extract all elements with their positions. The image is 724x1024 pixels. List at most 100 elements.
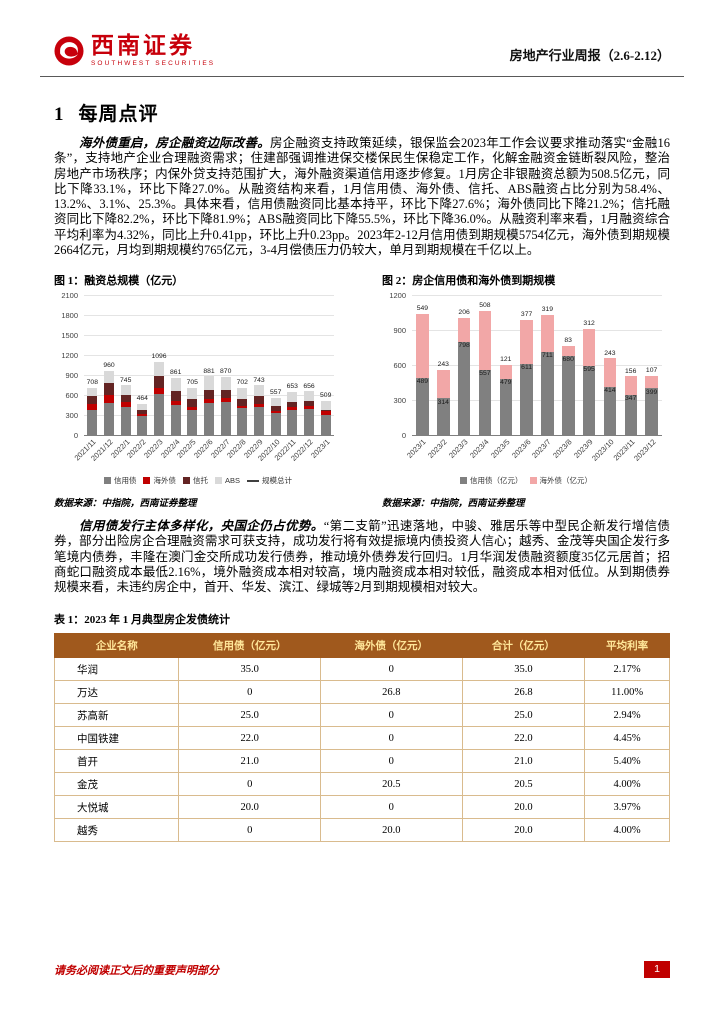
bar-segment xyxy=(104,371,114,383)
legend-swatch xyxy=(460,477,467,484)
bar-segment xyxy=(187,399,198,407)
y-axis-label: 1500 xyxy=(61,330,78,340)
chart-financing-total: 图 1：融资总规模（亿元） 708 960 745 464 1096 861 705 881 8… xyxy=(54,272,342,509)
brand-text: 西南证券 SOUTHWEST SECURITIES xyxy=(91,34,215,67)
bar-segment xyxy=(220,377,231,391)
bar-value-label: 243 xyxy=(604,349,616,357)
legend-item: 海外债 xyxy=(143,475,176,486)
bar-total-label: 464 xyxy=(136,395,148,403)
bar-segment xyxy=(645,388,658,435)
bar-segment xyxy=(137,414,148,417)
y-axis-label: 600 xyxy=(65,390,78,400)
brand-name-en: SOUTHWEST SECURITIES xyxy=(91,60,216,67)
bar-total-label: 1096 xyxy=(151,353,167,361)
gridline xyxy=(84,375,334,376)
value-cell: 20.0 xyxy=(461,795,586,820)
company-name-cell: 大悦城 xyxy=(53,795,180,820)
bar-value-label: 595 xyxy=(583,365,595,373)
y-axis-label: 1200 xyxy=(389,290,406,300)
bar-value-label: 319 xyxy=(541,306,554,314)
value-cell: 0 xyxy=(320,726,463,751)
bar-segment xyxy=(320,409,331,411)
bar-segment xyxy=(416,378,429,435)
bar-segment xyxy=(320,415,331,435)
bar-value-label: 489 xyxy=(416,378,429,386)
chart-maturity-scale: 图 2：房企信用债和海外债到期规模 489 549 314 243 798 206 557 5… xyxy=(382,272,670,509)
bar-segment xyxy=(137,404,148,411)
bar-segment xyxy=(270,411,281,413)
table-row: 万达 0 26.8 26.8 11.00% xyxy=(53,680,670,705)
value-cell: 22.0 xyxy=(461,726,586,751)
bar-value-label: 414 xyxy=(604,386,616,394)
value-cell: 20.0 xyxy=(178,795,321,820)
bar-total-label: 509 xyxy=(320,392,332,400)
legend-item: 海外债（亿元） xyxy=(529,475,592,486)
chart-plot: 489 549 314 243 798 206 557 508 479 121 611 377 711 3… xyxy=(412,295,662,436)
bar-segment xyxy=(437,370,450,399)
table-row: 中国铁建 22.0 0 22.0 4.45% xyxy=(53,726,670,751)
table-row: 苏高新 25.0 0 25.0 2.94% xyxy=(53,703,670,728)
page-number-badge: 1 xyxy=(644,961,670,978)
table-row: 大悦城 20.0 0 20.0 3.97% xyxy=(53,795,670,820)
bar-segment xyxy=(457,317,471,342)
bar-value-label: 347 xyxy=(625,394,637,402)
y-axis-label: 300 xyxy=(65,410,78,420)
gridline xyxy=(412,400,662,401)
bar-segment xyxy=(254,407,264,435)
bar-segment xyxy=(170,401,181,405)
value-cell: 2.94% xyxy=(584,703,670,728)
company-name-cell: 金茂 xyxy=(53,772,180,797)
bar-segment xyxy=(87,409,98,435)
bar-segment xyxy=(137,410,148,415)
legend-swatch xyxy=(143,477,151,484)
y-axis-label: 300 xyxy=(393,395,406,405)
bar-segment xyxy=(320,410,331,416)
bar-total-label: 743 xyxy=(253,376,265,384)
company-name-cell: 万达 xyxy=(53,680,180,705)
bar-segment xyxy=(603,358,617,387)
value-cell: 0 xyxy=(320,657,463,682)
bar-segment xyxy=(582,365,596,435)
y-axis-label: 900 xyxy=(393,325,406,335)
bar-segment xyxy=(154,393,164,435)
bar-value-label: 107 xyxy=(645,367,658,375)
chart1-canvas: 708 960 745 464 1096 861 705 881 870 702 743 557 653… xyxy=(54,291,342,493)
company-name-cell: 华润 xyxy=(53,657,180,682)
charts-row: 图 1：融资总规模（亿元） 708 960 745 464 1096 861 705 881 8… xyxy=(54,272,670,509)
bar-segment xyxy=(603,386,617,435)
y-axis-label: 1800 xyxy=(61,310,78,320)
table-body: 华润 35.0 0 35.0 2.17% 万达 0 26.8 26.8 11.00% 苏高新 25.0… xyxy=(53,657,670,843)
bar-segment xyxy=(120,385,131,395)
bar-segment xyxy=(87,395,98,404)
paragraph1-lead: 海外债重启，房企融资边际改善。 xyxy=(79,136,270,150)
bar-value-label: 508 xyxy=(479,301,491,309)
bar-value-label: 314 xyxy=(437,398,449,406)
brand: 西南证券 SOUTHWEST SECURITIES xyxy=(54,34,215,67)
value-cell: 21.0 xyxy=(461,749,586,774)
value-cell: 4.00% xyxy=(584,772,670,797)
bar-segment xyxy=(170,405,181,435)
bar-segment xyxy=(204,399,214,403)
bar-segment xyxy=(154,387,164,394)
table-row: 金茂 0 20.5 20.5 4.00% xyxy=(53,772,670,797)
brand-logo-icon xyxy=(54,35,84,66)
bar-segment xyxy=(320,401,331,410)
bar-segment xyxy=(520,319,533,364)
value-cell: 22.0 xyxy=(178,726,321,751)
bar-segment xyxy=(478,310,492,370)
company-name-cell: 越秀 xyxy=(53,818,180,843)
gridline xyxy=(412,330,662,331)
bar-segment xyxy=(120,395,131,402)
bar-segment xyxy=(478,370,492,435)
company-name-cell: 首开 xyxy=(53,749,180,774)
bar-value-label: 377 xyxy=(520,310,533,318)
bar-segment xyxy=(220,390,231,399)
chart2-title: 图 2：房企信用债和海外债到期规模 xyxy=(382,275,556,287)
legend-item: ABS xyxy=(214,476,240,485)
bar-segment xyxy=(154,362,164,376)
bar-segment xyxy=(104,395,114,403)
paragraph-overseas-bond-restart: 海外债重启，房企融资边际改善。房企融资支持政策延续，银保监会2023年工作会议要… xyxy=(54,136,670,258)
table-row: 越秀 0 20.0 20.0 4.00% xyxy=(53,818,670,843)
table-title: 表 1：2023 年 1 月典型房企发债统计 xyxy=(54,614,230,627)
table-row: 首开 21.0 0 21.0 5.40% xyxy=(53,749,670,774)
